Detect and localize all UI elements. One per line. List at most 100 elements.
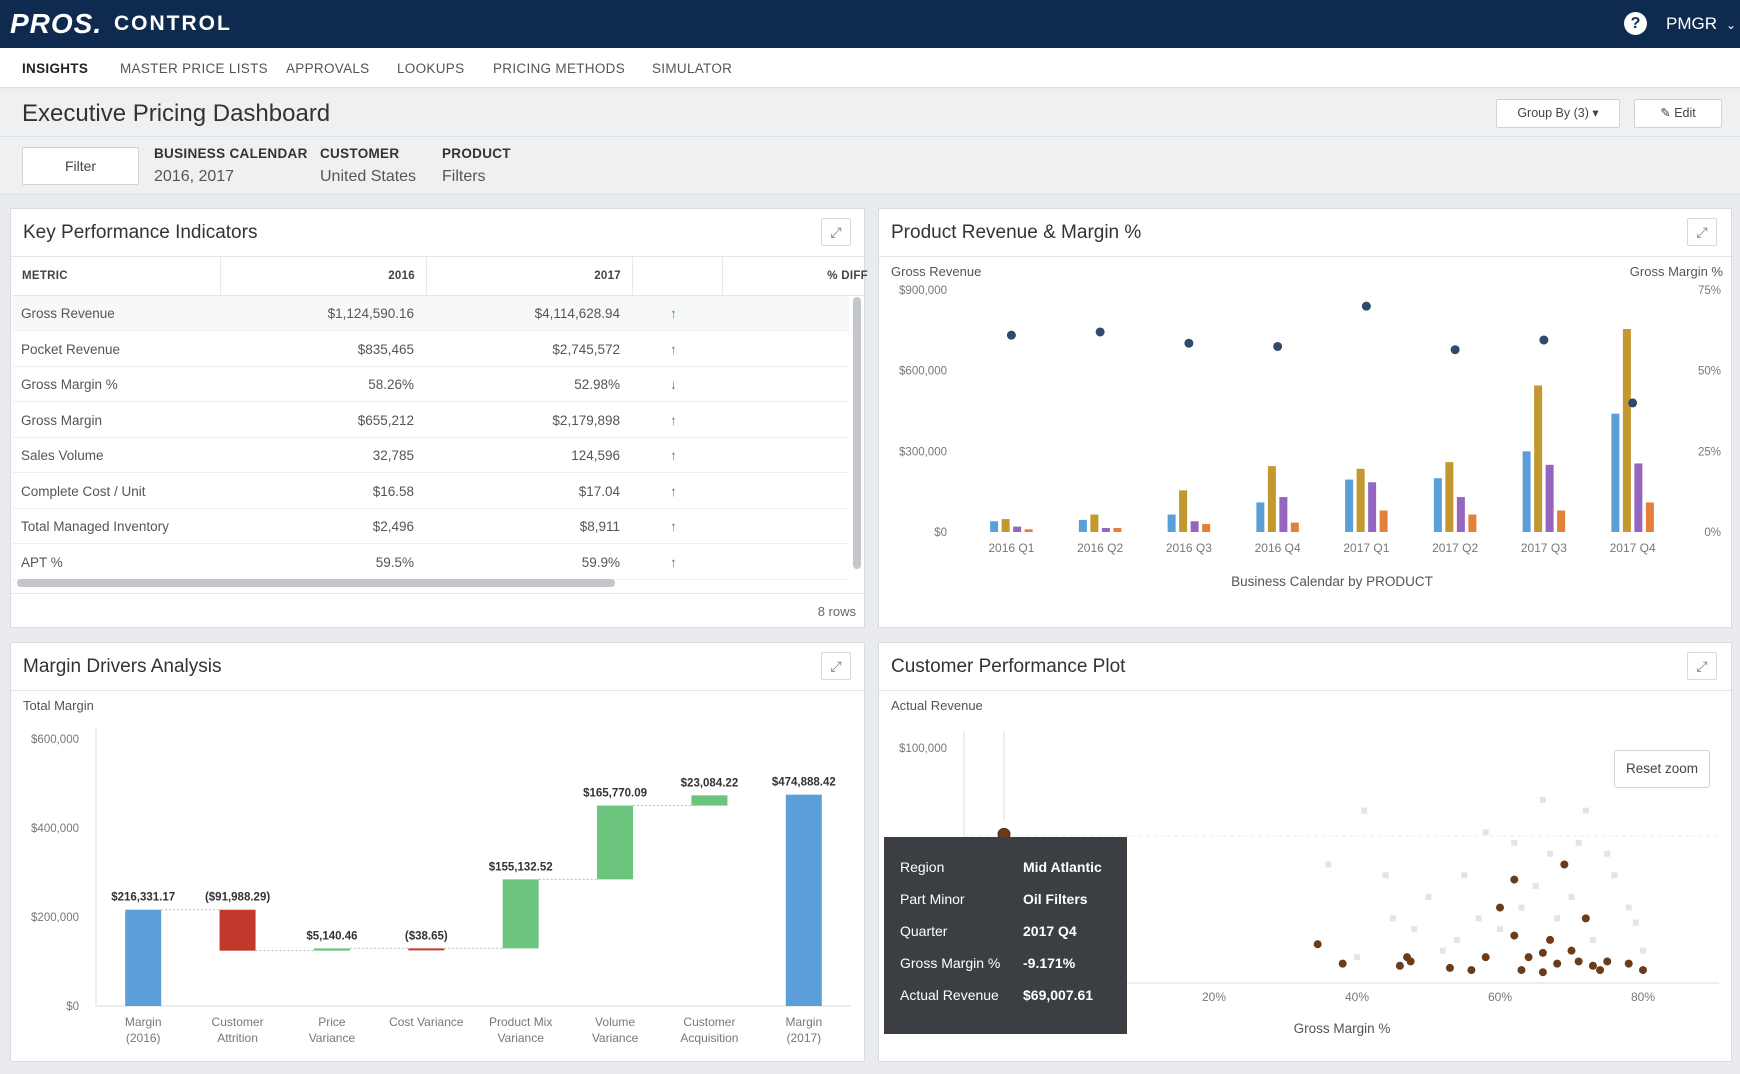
value-2016: 59.5% [375,554,414,570]
reset-zoom-button[interactable]: Reset zoom [1614,750,1710,788]
waterfall-bar [597,805,634,880]
bar [1433,478,1442,532]
bar [1202,523,1211,532]
bar [1557,510,1566,532]
faint-point [1411,926,1418,933]
bar [1522,451,1531,532]
help-icon[interactable]: ? [1624,12,1647,35]
col-metric[interactable]: METRIC [22,270,68,282]
user-menu[interactable]: PMGR [1666,14,1717,33]
bar [1290,522,1299,532]
faint-point [1439,947,1446,954]
filter-customer-value[interactable]: United States [320,168,417,185]
table-row[interactable]: Gross Revenue $1,124,590.16 $4,114,628.94 ↑ [13,296,849,331]
vertical-scrollbar[interactable] [853,297,861,569]
faint-point [1582,807,1589,814]
expand-icon[interactable]: ⤢ [821,218,851,246]
table-row[interactable]: APT % 59.5% 59.9% ↑ [13,545,849,580]
x-tick-label: 2017 Q1 [1343,541,1389,555]
divider [426,257,427,295]
col-2016[interactable]: 2016 [388,270,415,282]
bar [1179,490,1188,532]
scatter-tooltip: Region Mid Atlantic Part Minor Oil Filters Q… [884,837,1127,1034]
y-tick-label: $400,000 [31,823,79,835]
x-tick-label: 20% [1202,990,1226,1004]
edit-button[interactable]: ✎ Edit [1634,99,1722,128]
filter-business-calendar-label: BUSINESS CALENDAR [154,146,308,161]
expand-icon[interactable]: ⤢ [1687,652,1717,680]
bar [1024,529,1033,532]
customer-point [1313,940,1322,949]
customer-point [1574,957,1583,966]
value-2017: $2,745,572 [552,341,620,357]
bar [1256,502,1265,532]
value-2017: 124,596 [571,448,620,463]
nav-simulator[interactable]: SIMULATOR [652,61,733,76]
expand-icon[interactable]: ⤢ [821,652,851,680]
divider [722,257,723,295]
revenue-chart-title: Product Revenue & Margin % [891,222,1142,243]
customer-point [1481,953,1490,962]
bar [1078,519,1087,532]
x-tick-label: 40% [1345,990,1369,1004]
margin-chart-title: Margin Drivers Analysis [23,656,222,677]
customer-point [1510,931,1519,940]
pros-logo[interactable]: PROS. [10,8,103,39]
chevron-down-icon[interactable]: ⌄ [1726,18,1737,32]
faint-point [1518,904,1525,911]
filter-bar: Filter BUSINESS CALENDAR 2016, 2017 CUST… [0,137,1740,195]
table-row[interactable]: Gross Margin $655,212 $2,179,898 ↑ [13,403,849,438]
faint-point [1425,893,1432,900]
bar [1634,463,1643,532]
horizontal-scrollbar[interactable] [17,579,615,587]
expand-icon[interactable]: ⤢ [1687,218,1717,246]
x-tick-label: Margin [785,1015,822,1029]
table-row[interactable]: Sales Volume 32,785 124,596 ↑ [13,438,849,473]
arrow-up-icon: ↑ [670,483,677,499]
col-2017[interactable]: 2017 [594,270,621,282]
data-label: ($91,988.29) [205,892,270,904]
faint-point [1589,936,1596,943]
bar [1113,527,1122,532]
margin-point [1539,335,1549,345]
tooltip-value: Mid Atlantic [1023,859,1102,875]
customer-point [1496,903,1504,912]
col-pct-diff[interactable]: % DIFF [827,270,868,282]
value-2017: 59.9% [581,554,620,570]
table-row[interactable]: Pocket Revenue $835,465 $2,745,572 ↑ [13,332,849,367]
nav-lookups[interactable]: LOOKUPS [397,61,465,76]
table-row[interactable]: Gross Margin % 58.26% 52.98% ↓ [13,367,849,402]
filter-button[interactable]: Filter [22,147,139,185]
waterfall-bar [125,909,162,1006]
group-by-label: Group By (3) [1517,106,1589,120]
nav-insights[interactable]: INSIGHTS [22,61,89,76]
tooltip-key: Actual Revenue [900,987,999,1003]
data-label: $474,888.42 [772,777,836,789]
main-nav: INSIGHTS MASTER PRICE LISTS APPROVALS LO… [0,48,1740,88]
metric-name: Sales Volume [21,448,104,463]
customer-point [1639,966,1647,975]
customer-point [1338,959,1347,968]
x-tick-label: 2017 Q2 [1432,541,1478,555]
customer-point [1406,957,1415,966]
product-revenue-panel: Product Revenue & Margin % ⤢ Gross Reven… [878,208,1732,628]
customer-point [1510,875,1519,884]
margin-point [1273,341,1283,351]
bar [1534,385,1543,532]
x-tick-label: Margin [125,1015,162,1029]
group-by-button[interactable]: Group By (3) ▾ [1496,99,1620,128]
table-row[interactable]: Complete Cost / Unit $16.58 $17.04 ↑ [13,474,849,509]
filter-customer-label: CUSTOMER [320,146,400,161]
table-row[interactable]: Total Managed Inventory $2,496 $8,911 ↑ [13,509,849,544]
y-tick-label: $0 [66,1001,79,1013]
x-tick-label: Volume [595,1015,635,1029]
page-header: Executive Pricing Dashboard Group By (3)… [0,89,1740,137]
y-tick-label: $600,000 [31,734,79,746]
nav-approvals[interactable]: APPROVALS [286,61,370,76]
customer-point [1517,966,1526,975]
nav-master-price-lists[interactable]: MASTER PRICE LISTS [120,61,268,76]
nav-pricing-methods[interactable]: PRICING METHODS [493,61,626,76]
filter-product-value[interactable]: Filters [442,168,486,185]
margin-drivers-panel: Margin Drivers Analysis ⤢ Total Margin $0… [10,642,865,1062]
filter-business-calendar-value[interactable]: 2016, 2017 [154,168,235,185]
